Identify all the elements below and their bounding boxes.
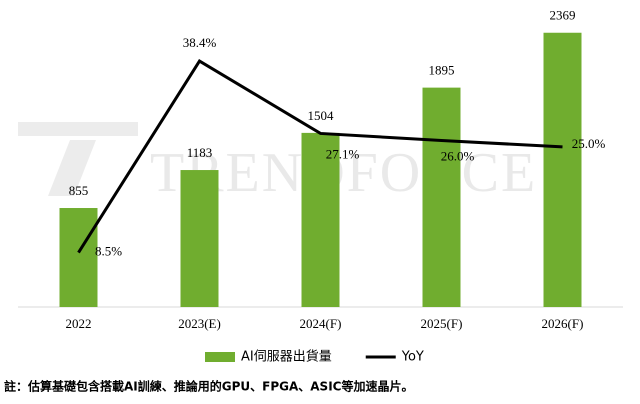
line-value-label: 25.0% [572,136,606,151]
legend-label: AI伺服器出貨量 [241,349,332,365]
x-tick-label: 2024(F) [300,316,342,331]
x-tick-label: 2023(E) [178,316,221,331]
line-value-label: 8.5% [95,244,122,259]
bar-value-label: 2369 [550,8,576,23]
x-tick-label: 2022 [66,316,92,331]
watermark-logo [18,122,138,196]
bar-value-label: 1504 [308,108,335,123]
x-tick-label: 2025(F) [421,316,463,331]
note: 註：估算基礎包含搭載AI訓練、推論用的GPU、FPGA、ASIC等加速晶片。 [4,379,413,394]
bar-value-label: 1895 [429,63,455,78]
bar-value-label: 855 [69,183,89,198]
bar-value-label: 1183 [187,145,213,160]
line-value-label: 26.0% [441,148,475,163]
line-value-label: 38.4% [183,35,217,50]
bar [422,87,461,307]
line-value-label: 27.1% [326,146,360,161]
x-tick-label: 2026(F) [542,316,584,331]
bar [59,208,98,307]
yoy-line [77,59,563,254]
bar [180,170,219,307]
bar [543,32,582,308]
legend-label: YoY [401,350,424,365]
bar [301,132,340,307]
legend-swatch [205,352,235,362]
